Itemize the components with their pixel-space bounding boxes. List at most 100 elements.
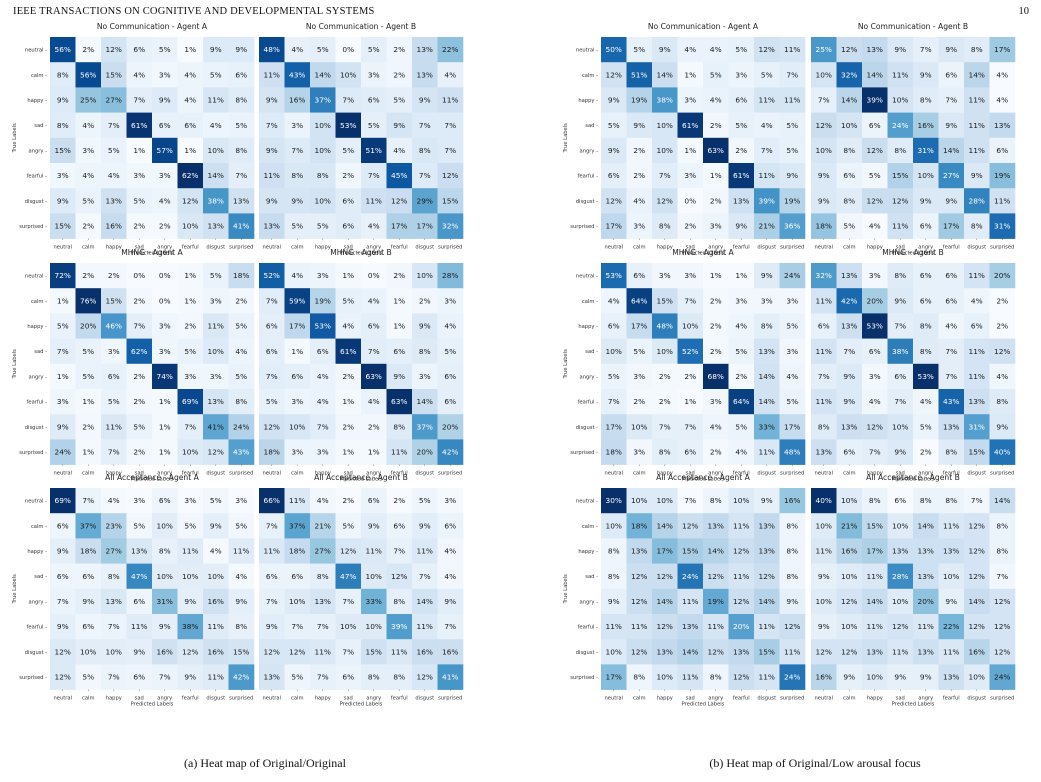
heatmap-cell	[989, 664, 1016, 690]
heatmap-cell	[126, 263, 153, 289]
heatmap-cell	[703, 414, 729, 440]
cell-value: 1%	[133, 146, 145, 155]
x-tick-mark: '	[348, 239, 349, 245]
heatmap-cell	[677, 263, 704, 289]
cell-value: 1%	[684, 146, 696, 155]
cell-value: 8%	[393, 673, 405, 682]
cell-value: 14%	[657, 597, 673, 606]
cell-value: 10%	[657, 496, 673, 505]
cell-value: 7%	[108, 448, 120, 457]
heatmap-cell	[126, 538, 153, 564]
cell-value: 22%	[943, 622, 959, 631]
heatmap-cell	[887, 414, 914, 440]
y-tick-label: calm -	[31, 73, 47, 79]
heatmap-cell	[152, 87, 178, 113]
heatmap-cell	[284, 62, 311, 88]
cell-value: 3%	[444, 496, 456, 505]
cell-value: 11%	[943, 647, 959, 656]
heatmap-cell	[126, 137, 153, 164]
x-tick-mark: '	[690, 239, 691, 245]
heatmap-cell	[754, 639, 780, 665]
cell-value: 2%	[368, 422, 380, 431]
cell-value: 13%	[417, 70, 433, 79]
cell-value: 21%	[759, 222, 775, 231]
cell-value: 9%	[843, 372, 855, 381]
x-tick-label: sad	[344, 696, 353, 702]
y-tick-label: fearful -	[578, 625, 599, 631]
cell-value: 9%	[894, 448, 906, 457]
cell-value: 4%	[996, 70, 1008, 79]
heatmap-cell	[652, 614, 678, 640]
heatmap-cell	[177, 588, 204, 615]
y-tick-label: sad -	[34, 574, 47, 580]
x-tick-label: angry	[157, 696, 172, 702]
x-tick-label: sad	[344, 471, 353, 477]
heatmap-cell	[152, 263, 178, 289]
cell-value: 2%	[710, 121, 722, 130]
heatmap-cell	[361, 513, 387, 539]
cell-value: 66%	[264, 496, 280, 505]
heatmap-cell	[811, 137, 837, 164]
heatmap-cell	[310, 488, 336, 514]
cell-value: 9%	[393, 372, 405, 381]
heatmap-cell	[989, 263, 1016, 289]
heatmap-cell	[259, 614, 285, 640]
x-tick-label: surprised	[229, 245, 253, 251]
cell-value: 15%	[55, 146, 71, 155]
matrix-title: MHNG - Agent A	[672, 248, 734, 257]
heatmap-cell	[964, 538, 990, 564]
cell-value: 2%	[108, 271, 120, 280]
heatmap-cell	[964, 488, 990, 514]
cell-value: 7%	[894, 397, 906, 406]
cell-value: 0%	[368, 271, 380, 280]
heatmap-cell	[913, 37, 939, 63]
heatmap-cell	[361, 389, 387, 415]
heatmap-cell	[862, 414, 888, 440]
x-tick-label: calm	[291, 245, 304, 251]
y-axis-label: True Labels	[563, 574, 569, 605]
x-tick-mark: '	[925, 465, 926, 471]
cell-value: 5%	[843, 222, 855, 231]
cell-value: 8%	[920, 322, 932, 331]
heatmap-cell	[310, 414, 336, 440]
heatmap-cell	[177, 664, 204, 690]
cell-value: 7%	[57, 347, 69, 356]
cell-value: 9%	[920, 673, 932, 682]
cell-value: 8%	[393, 422, 405, 431]
cell-value: 11%	[816, 547, 832, 556]
heatmap-cell	[913, 664, 939, 690]
x-tick-mark: '	[450, 465, 451, 471]
cell-value: 10%	[606, 521, 622, 530]
cell-value: 20%	[918, 597, 934, 606]
cell-value: 4%	[444, 547, 456, 556]
x-tick-label: sad	[896, 471, 905, 477]
x-tick-mark: '	[715, 690, 716, 696]
heatmap-cell	[284, 263, 311, 289]
heatmap-cell	[913, 439, 939, 465]
heatmap-cell	[50, 439, 76, 465]
heatmap-cell	[703, 389, 729, 415]
heatmap-cell	[152, 563, 178, 590]
cell-value: 5%	[342, 146, 354, 155]
heatmap-cell	[964, 163, 990, 189]
cell-value: 31%	[157, 597, 173, 606]
cell-value: 7%	[419, 171, 431, 180]
heatmap-cell	[811, 313, 837, 339]
x-tick-label: fearful	[943, 696, 960, 702]
cell-value: 6%	[368, 322, 380, 331]
heatmap-cell	[754, 389, 780, 415]
heatmap-cell	[964, 563, 990, 590]
heatmap-cell	[728, 538, 755, 564]
cell-value: 10%	[816, 521, 832, 530]
heatmap-cell	[203, 664, 229, 690]
cell-value: 24%	[994, 673, 1010, 682]
cell-value: 5%	[786, 397, 798, 406]
heatmap-cell	[259, 37, 285, 63]
cell-value: 17%	[606, 422, 622, 431]
cell-value: 5%	[393, 96, 405, 105]
cell-value: 27%	[943, 171, 959, 180]
heatmap-cell	[887, 338, 914, 365]
heatmap-cell	[836, 538, 863, 564]
heatmap-cell	[361, 288, 387, 314]
heatmap-cell	[177, 213, 204, 239]
